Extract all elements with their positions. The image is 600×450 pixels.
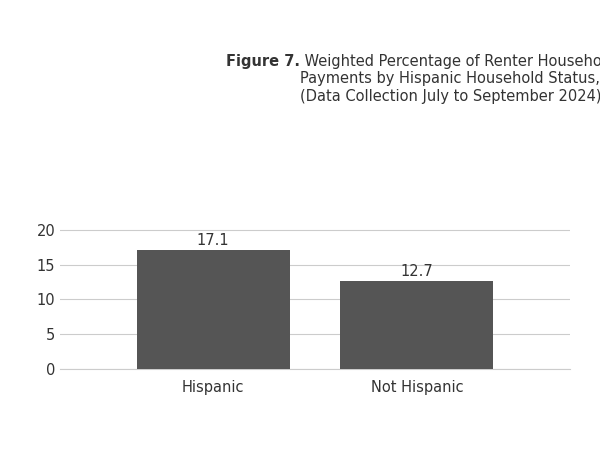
Bar bbox=[340, 281, 493, 369]
Bar bbox=[137, 250, 290, 369]
Text: 17.1: 17.1 bbox=[197, 233, 229, 248]
Text: Figure 7.: Figure 7. bbox=[226, 54, 300, 69]
Text: 12.7: 12.7 bbox=[401, 264, 433, 279]
Text: Weighted Percentage of Renter Households Behind on Rental
Payments by Hispanic H: Weighted Percentage of Renter Households… bbox=[300, 54, 600, 104]
